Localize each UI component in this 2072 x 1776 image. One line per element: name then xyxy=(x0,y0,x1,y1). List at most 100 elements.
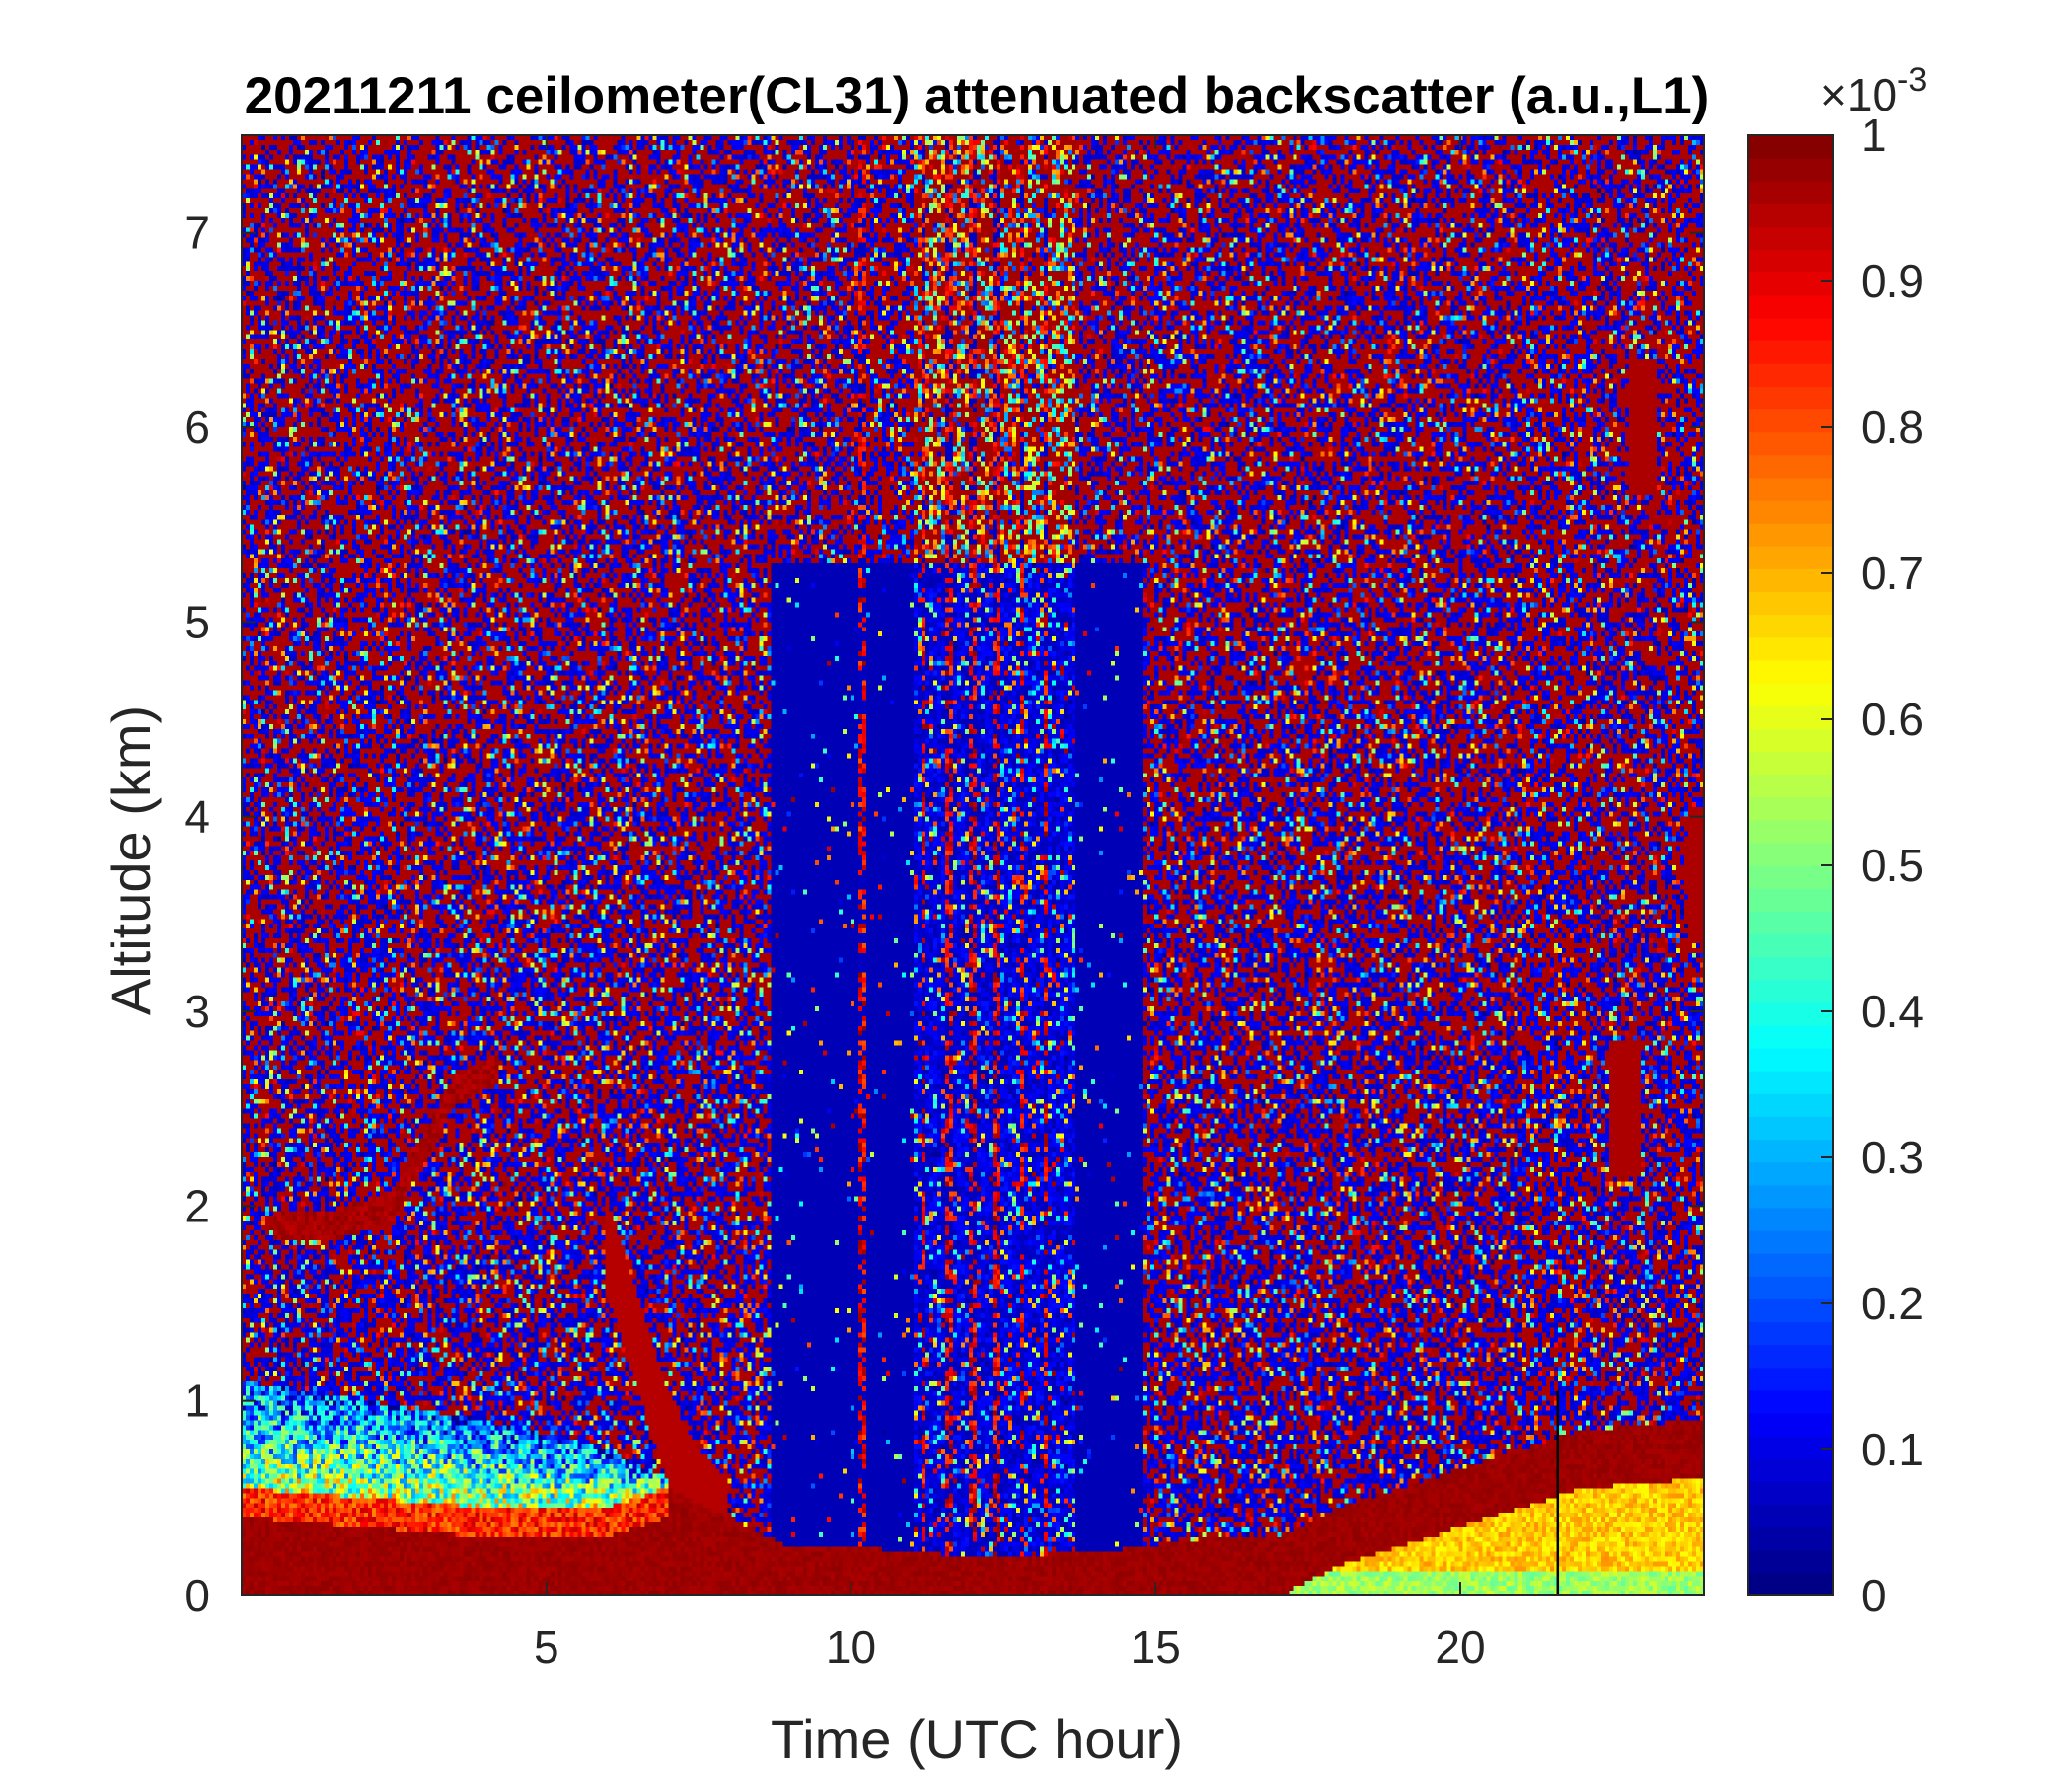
colorbar-segment xyxy=(1748,294,1833,319)
colorbar-segment xyxy=(1748,888,1833,912)
y-tick-label: 2 xyxy=(185,1180,210,1231)
colorbar-exponent-power: -3 xyxy=(1897,61,1927,99)
colorbar-tick-label: 0.5 xyxy=(1861,840,1924,891)
colorbar-segment xyxy=(1748,1230,1833,1254)
colorbar-segment xyxy=(1748,1549,1833,1574)
colorbar-segment xyxy=(1748,249,1833,273)
y-tick-label: 0 xyxy=(185,1570,210,1621)
y-tick-label: 4 xyxy=(185,791,210,843)
y-axis: 0 1 2 3 4 5 6 7 xyxy=(185,207,1704,1621)
x-axis-label: Time (UTC hour) xyxy=(771,1708,1183,1770)
colorbar-segment xyxy=(1748,523,1833,547)
colorbar-segment xyxy=(1748,796,1833,821)
colorbar-segment xyxy=(1748,911,1833,934)
x-tick-label: 10 xyxy=(826,1621,876,1672)
colorbar-segment xyxy=(1748,1389,1833,1414)
colorbar-segment xyxy=(1748,1413,1833,1437)
colorbar-tick-label: 0.7 xyxy=(1861,548,1924,599)
y-tick-label: 6 xyxy=(185,402,210,453)
y-tick-label: 1 xyxy=(185,1375,210,1427)
x-tick-label: 15 xyxy=(1131,1621,1181,1672)
colorbar-segment xyxy=(1748,568,1833,593)
plot-area xyxy=(241,134,1705,1596)
colorbar-segment xyxy=(1748,1276,1833,1299)
colorbar-segment xyxy=(1748,1001,1833,1026)
colorbar-segment xyxy=(1748,386,1833,410)
colorbar-segment xyxy=(1748,774,1833,798)
colorbar-segment xyxy=(1748,1458,1833,1482)
colorbar-tick-label: 0.2 xyxy=(1861,1278,1924,1329)
colorbar-axis: 0 0.1 0.2 0.3 0.4 0.5 0.6 0.7 0.8 0.9 1 xyxy=(1821,110,1924,1621)
colorbar-segment xyxy=(1748,1344,1833,1369)
colorbar-segment xyxy=(1748,751,1833,776)
chart-title: 20211211 ceilometer(CL31) attenuated bac… xyxy=(245,67,1710,125)
colorbar-segment xyxy=(1748,135,1833,159)
colorbar-segment xyxy=(1748,1481,1833,1506)
colorbar-tick-label: 0 xyxy=(1861,1570,1887,1621)
colorbar-segment xyxy=(1748,1093,1833,1117)
colorbar-segment xyxy=(1748,203,1833,228)
colorbar-segment xyxy=(1748,842,1833,866)
colorbar-segment xyxy=(1748,181,1833,204)
colorbar-segment xyxy=(1748,956,1833,981)
colorbar-tick-label: 0.6 xyxy=(1861,694,1924,745)
colorbar-tick-label: 0.4 xyxy=(1861,986,1924,1037)
colorbar-segment xyxy=(1748,500,1833,524)
colorbar-segment xyxy=(1748,1161,1833,1186)
colorbar-segment xyxy=(1748,1298,1833,1323)
x-tick-label: 20 xyxy=(1435,1621,1485,1672)
colorbar-segment xyxy=(1748,1253,1833,1277)
x-axis: 5 10 15 20 xyxy=(534,135,1486,1672)
colorbar-segment xyxy=(1748,1024,1833,1049)
colorbar-segment xyxy=(1748,477,1833,501)
colorbar-segment xyxy=(1748,1184,1833,1209)
colorbar-segment xyxy=(1748,1321,1833,1346)
colorbar-segment xyxy=(1748,158,1833,182)
colorbar-segment xyxy=(1748,819,1833,844)
x-tick-label: 5 xyxy=(534,1621,559,1672)
colorbar-exponent-label: ×10-3 xyxy=(1820,61,1927,120)
colorbar-segment xyxy=(1748,933,1833,958)
colorbar-segment xyxy=(1748,1071,1833,1094)
colorbar-segment xyxy=(1748,1526,1833,1551)
colorbar-segment xyxy=(1748,591,1833,616)
colorbar-segment xyxy=(1748,318,1833,341)
colorbar-segment xyxy=(1748,1048,1833,1072)
heatmap-image xyxy=(242,135,1704,1595)
colorbar-tick-label: 0.9 xyxy=(1861,256,1924,307)
colorbar-segment xyxy=(1748,979,1833,1003)
colorbar-segment xyxy=(1748,865,1833,889)
colorbar-segment xyxy=(1748,705,1833,729)
y-tick-label: 7 xyxy=(185,207,210,259)
colorbar-segment xyxy=(1748,271,1833,296)
colorbar-segment xyxy=(1748,683,1833,706)
colorbar-segment xyxy=(1748,408,1833,433)
y-tick-label: 3 xyxy=(185,986,210,1037)
colorbar-segment xyxy=(1748,363,1833,387)
colorbar-segment xyxy=(1748,340,1833,364)
colorbar-segment xyxy=(1748,636,1833,661)
colorbar-tick-label: 0.1 xyxy=(1861,1424,1924,1475)
colorbar-segment xyxy=(1748,1139,1833,1163)
colorbar-segment xyxy=(1748,546,1833,569)
colorbar-segment xyxy=(1748,614,1833,638)
colorbar-segment xyxy=(1748,1436,1833,1459)
colorbar-segment xyxy=(1748,728,1833,752)
colorbar-tick-label: 0.8 xyxy=(1861,402,1924,453)
colorbar-exponent-base: ×10 xyxy=(1820,69,1897,120)
colorbar-segment xyxy=(1748,1116,1833,1141)
colorbar-segment xyxy=(1748,1367,1833,1391)
colorbar-tick-label: 1 xyxy=(1861,110,1887,161)
colorbar xyxy=(1747,134,1834,1596)
colorbar-tick-label: 0.3 xyxy=(1861,1132,1924,1183)
colorbar-segment xyxy=(1748,1572,1833,1596)
y-tick-label: 5 xyxy=(185,596,210,647)
plot-frame xyxy=(241,134,1705,1596)
colorbar-segment xyxy=(1748,431,1833,456)
colorbar-segment xyxy=(1748,226,1833,251)
colorbar-segment xyxy=(1748,454,1833,479)
colorbar-segment xyxy=(1748,1207,1833,1231)
colorbar-segment xyxy=(1748,659,1833,684)
colorbar-segment xyxy=(1748,1504,1833,1528)
